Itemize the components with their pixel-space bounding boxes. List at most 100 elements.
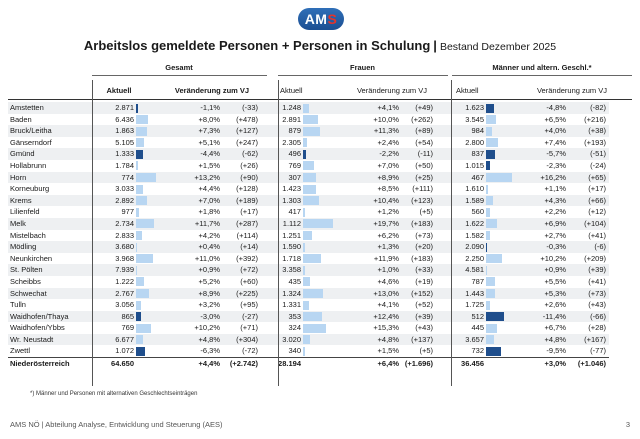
gesamt-change-bar bbox=[136, 207, 139, 217]
maenner-change-bar bbox=[486, 231, 491, 241]
gesamt-aktuell: 1.072 bbox=[115, 346, 134, 356]
frauen-aktuell: 879 bbox=[261, 125, 301, 137]
frauen-change-bar bbox=[303, 323, 326, 333]
maenner-change-abs: (+12) bbox=[588, 207, 606, 217]
maenner-change-bar-cell bbox=[484, 264, 526, 276]
maenner-aktuell: 2.250 bbox=[465, 253, 484, 263]
frauen-change-pct: +1,0% bbox=[359, 264, 399, 276]
frauen-change-pct: +8,9% bbox=[359, 171, 399, 184]
district-name: Scheibbs bbox=[10, 276, 41, 286]
maenner-change-pct: +10,2% bbox=[540, 253, 566, 263]
table-row: Lilienfeld 977 +1,8% (+17) 417 +1,2% (+5) 560 +2… bbox=[8, 206, 609, 218]
frauen-change-bar bbox=[303, 277, 310, 287]
frauen-aktuell: 1.423 bbox=[282, 184, 301, 194]
gesamt-change-abs: (+114) bbox=[236, 230, 258, 240]
gesamt-change-bar-cell bbox=[134, 230, 182, 242]
frauen-aktuell: 1.251 bbox=[282, 230, 301, 240]
gesamt-change-pct: -1,1% bbox=[182, 102, 220, 114]
table-row: Melk 2.734 +11,7% (+287) 1.112 +19,7% (+183) 1.… bbox=[8, 217, 609, 230]
gesamt-change-abs: (+14) bbox=[220, 241, 261, 253]
frauen-change-bar-cell bbox=[301, 230, 359, 242]
gesamt-change-bar-cell bbox=[134, 206, 182, 218]
table-row: Zwettl 1.072 -6,3% (-72) 340 +1,5% (+5) 732 -9,5… bbox=[8, 345, 609, 357]
district-name: Melk bbox=[8, 217, 90, 230]
maenner-aktuell: 1.623 bbox=[436, 102, 484, 114]
gesamt-change-abs: (+72) bbox=[220, 264, 261, 276]
maenner-change-bar bbox=[486, 335, 494, 345]
gesamt-change-pct: +13,2% bbox=[182, 171, 220, 184]
gesamt-change-bar bbox=[136, 126, 147, 136]
frauen-change-bar bbox=[303, 138, 307, 148]
frauen-change-pct: +12,4% bbox=[359, 310, 399, 323]
district-name: Bruck/Leitha bbox=[8, 125, 90, 137]
maenner-aktuell: 512 bbox=[436, 310, 484, 323]
frauen-change-bar-cell bbox=[301, 310, 359, 323]
frauen-change-pct: +19,7% bbox=[359, 217, 399, 230]
table-row: Krems 2.892 +7,0% (+189) 1.303 +10,4% (+123) 1.… bbox=[8, 194, 609, 207]
page-number: 3 bbox=[625, 420, 630, 429]
frauen-aktuell: 417 bbox=[288, 207, 301, 217]
maenner-change-bar-cell bbox=[484, 322, 526, 334]
gesamt-change-bar bbox=[136, 196, 147, 206]
total-name: Niederösterreich bbox=[8, 357, 90, 370]
district-name: Gmünd bbox=[8, 148, 90, 160]
gesamt-change-abs: (+128) bbox=[236, 184, 258, 194]
frauen-change-bar-cell bbox=[301, 194, 359, 207]
frauen-change-abs: (+262) bbox=[411, 114, 433, 124]
maenner-change-abs: (+39) bbox=[566, 264, 609, 276]
maenner-change-pct: +4,0% bbox=[526, 125, 566, 137]
gesamt-aktuell: 2.892 bbox=[90, 194, 134, 207]
frauen-change-bar-cell bbox=[301, 137, 359, 149]
district-name: Korneuburg bbox=[10, 184, 50, 194]
table-row: Hollabrunn 1.784 +1,5% (+26) 769 +7,0% (+50) 1.… bbox=[8, 160, 609, 172]
district-name: Mödling bbox=[8, 241, 90, 253]
maenner-aktuell: 445 bbox=[471, 323, 484, 333]
gesamt-change-bar-cell bbox=[134, 217, 182, 230]
maenner-change-pct: +2,7% bbox=[544, 230, 566, 240]
maenner-aktuell: 1.589 bbox=[436, 194, 484, 207]
frauen-change-bar bbox=[303, 115, 318, 125]
gesamt-change-pct: +8,0% bbox=[198, 114, 220, 124]
gesamt-aktuell: 3.968 bbox=[115, 253, 134, 263]
gesamt-change-pct: +7,0% bbox=[182, 194, 220, 207]
frauen-change-abs: (-11) bbox=[399, 148, 436, 160]
col-header-gesamt-aktuell: Aktuell bbox=[106, 86, 132, 95]
frauen-change-abs: (+52) bbox=[415, 300, 433, 310]
gesamt-change-bar bbox=[136, 254, 153, 264]
frauen-change-abs: (+50) bbox=[415, 160, 433, 170]
gesamt-change-bar bbox=[136, 161, 139, 171]
frauen-change-pct: -2,2% bbox=[359, 148, 399, 160]
frauen-aktuell: 1.112 bbox=[261, 217, 301, 230]
frauen-change-bar bbox=[303, 219, 333, 229]
frauen-aktuell: 496 bbox=[261, 148, 301, 160]
maenner-change-pct: -9,5% bbox=[546, 346, 566, 356]
frauen-change-abs: (+5) bbox=[419, 207, 433, 217]
page-subtitle: Bestand Dezember 2025 bbox=[439, 41, 557, 53]
maenner-change-pct: +4,3% bbox=[526, 194, 566, 207]
frauen-change-bar bbox=[303, 103, 310, 113]
gesamt-change-abs: (+71) bbox=[240, 323, 258, 333]
maenner-aktuell: 787 bbox=[471, 276, 484, 286]
maenner-change-pct: +6,7% bbox=[544, 323, 566, 333]
frauen-change-abs: (+5) bbox=[419, 346, 433, 356]
table-row: Mistelbach 2.833 +4,2% (+114) 1.251 +6,2% (+73… bbox=[8, 230, 609, 242]
ams-logo: AMS bbox=[298, 8, 344, 30]
frauen-change-abs: (+183) bbox=[411, 253, 433, 263]
gesamt-change-bar bbox=[136, 115, 148, 125]
gesamt-change-abs: (+189) bbox=[220, 194, 261, 207]
frauen-change-abs: (+152) bbox=[399, 287, 436, 300]
gesamt-change-bar-cell bbox=[134, 310, 182, 323]
frauen-change-bar-cell bbox=[301, 299, 359, 311]
maenner-change-bar-cell bbox=[484, 241, 526, 253]
maenner-change-bar bbox=[486, 277, 495, 287]
maenner-change-bar bbox=[486, 242, 487, 252]
gesamt-change-abs: (+225) bbox=[220, 287, 261, 300]
maenner-aktuell: 3.657 bbox=[436, 333, 484, 346]
maenner-change-pct: -11,4% bbox=[526, 310, 566, 323]
frauen-aktuell: 435 bbox=[288, 276, 301, 286]
table-row: Amstetten 2.871 -1,1% (-33) 1.248 +4,1% (+49) 1… bbox=[8, 102, 609, 114]
district-name: Mistelbach bbox=[10, 230, 46, 240]
maenner-change-bar bbox=[486, 207, 490, 217]
frauen-aktuell: 1.303 bbox=[261, 194, 301, 207]
total-maenner-aktuell: 36.456 bbox=[436, 357, 484, 370]
